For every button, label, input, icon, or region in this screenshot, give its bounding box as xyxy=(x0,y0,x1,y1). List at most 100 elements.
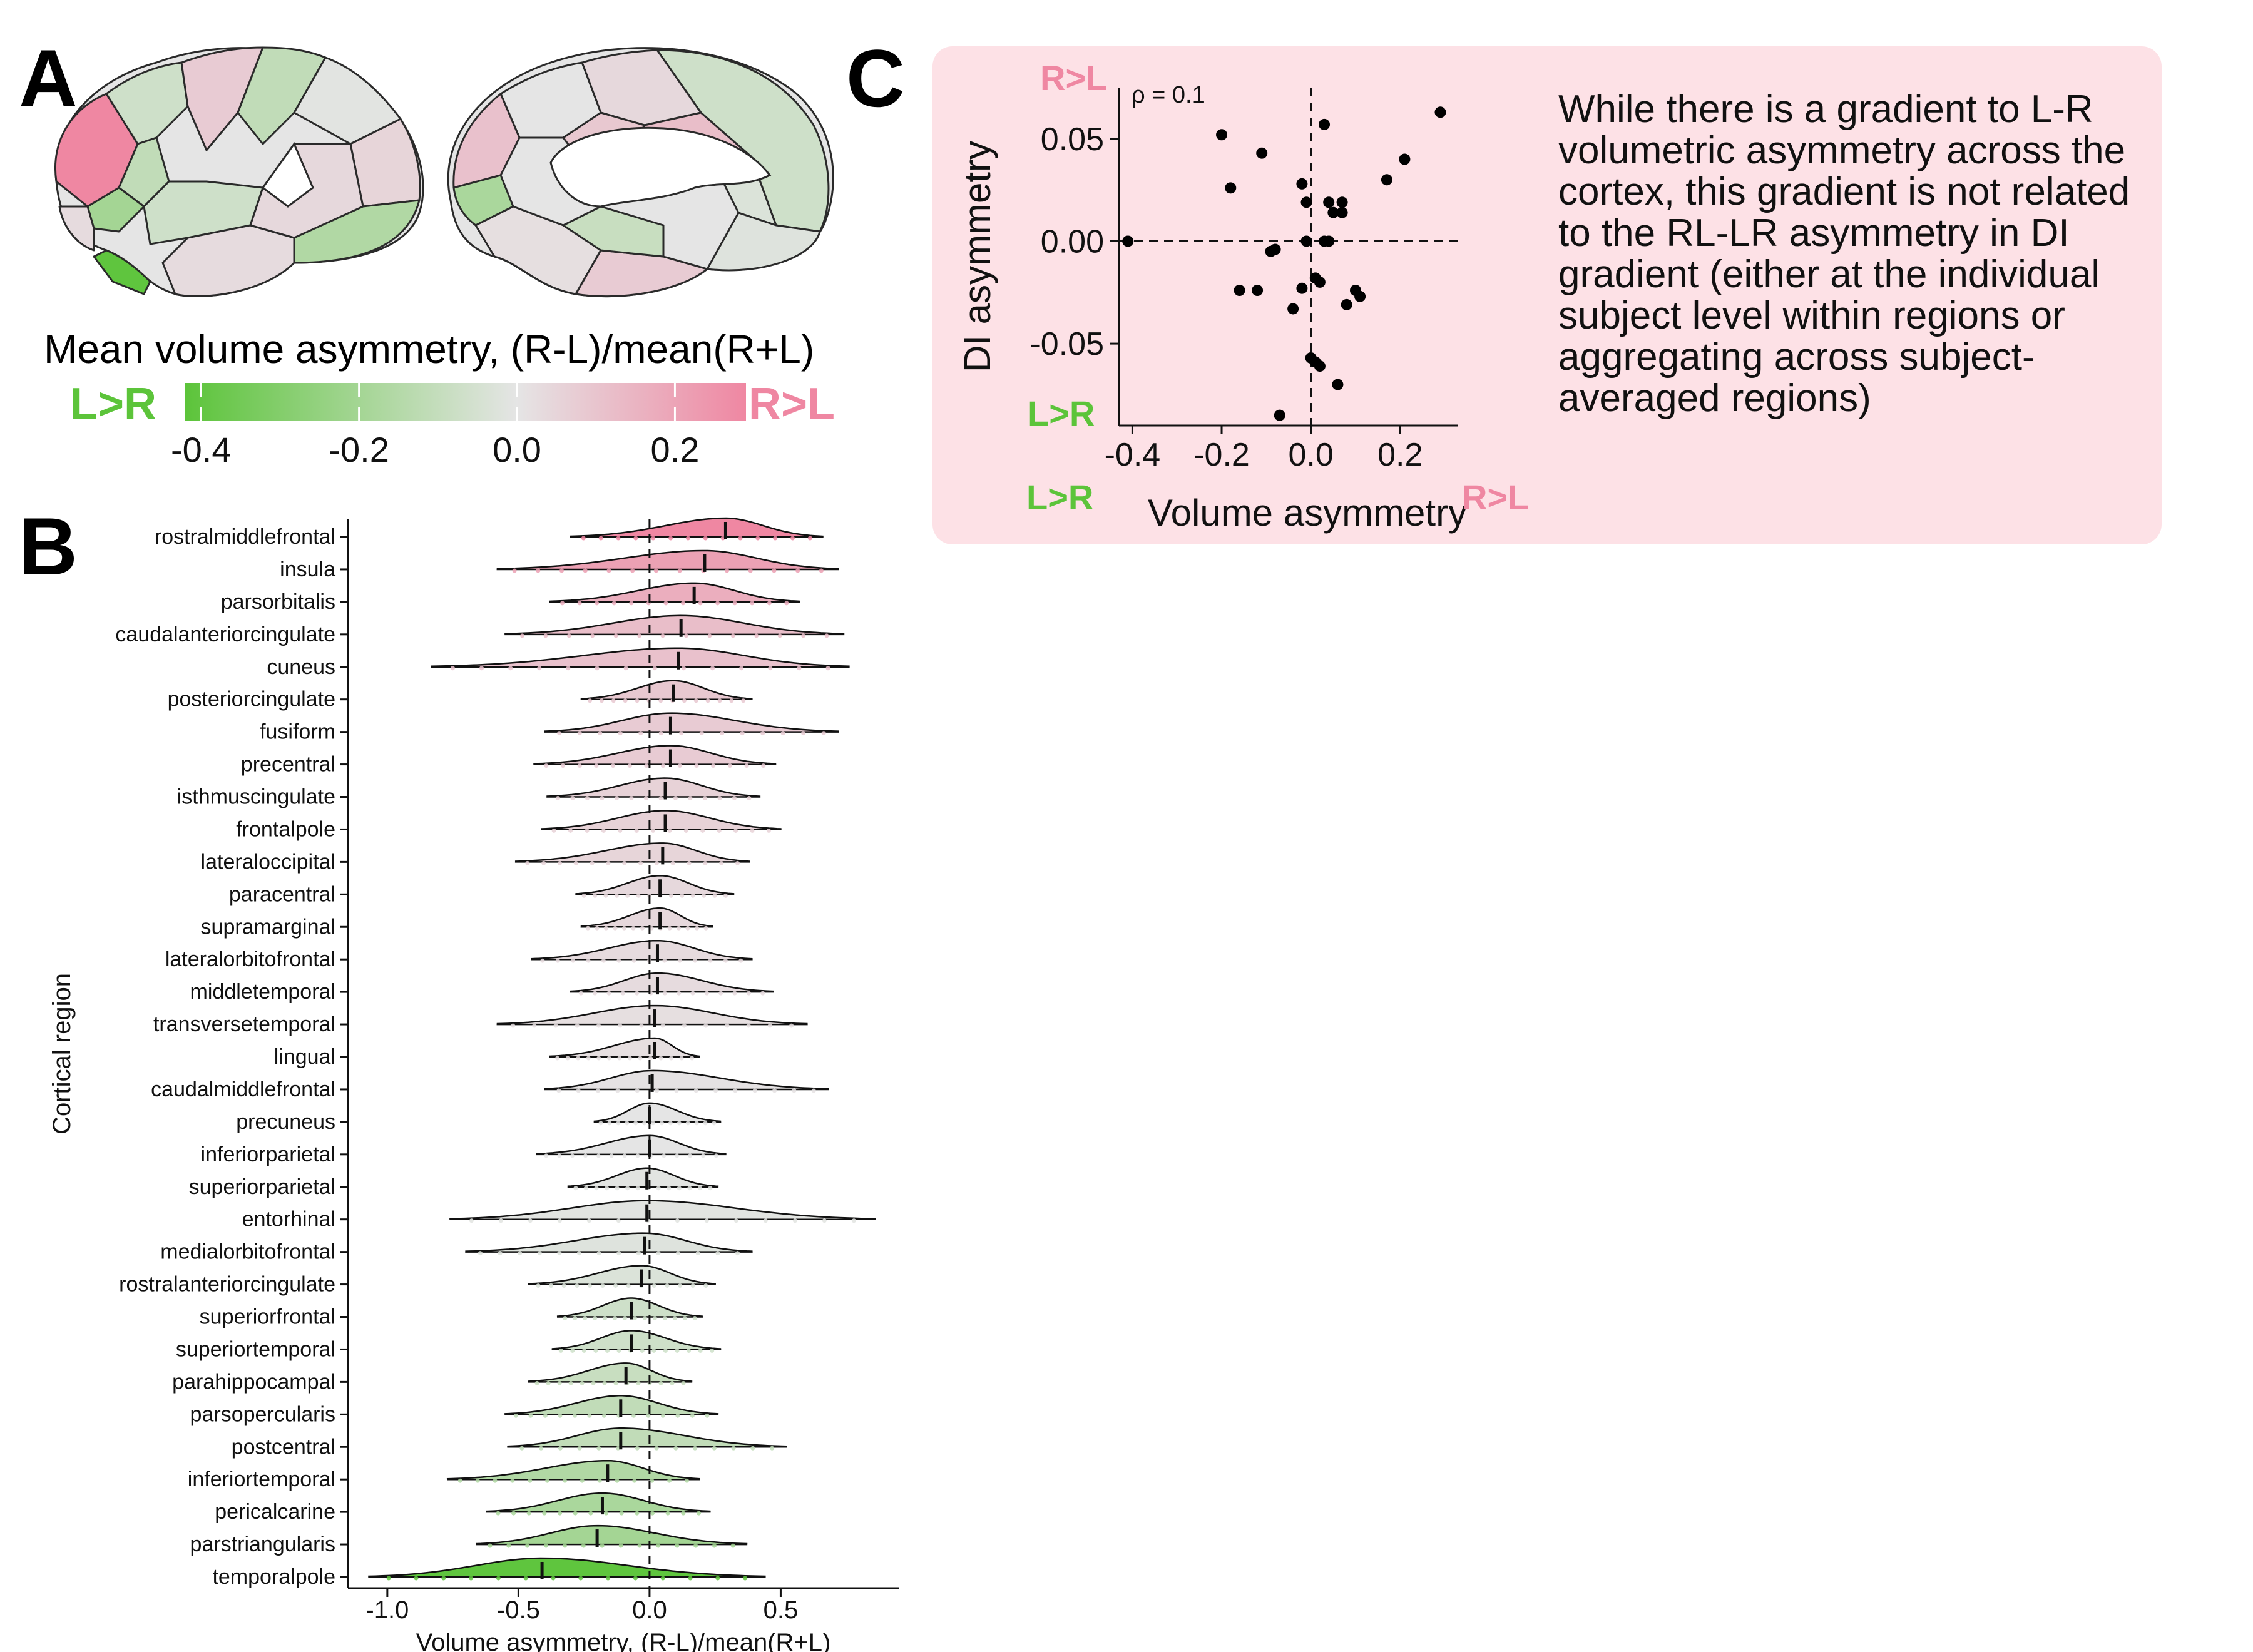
ridge-region-label: superiorparietal xyxy=(189,1175,335,1199)
scatter-x-left-label: L>R xyxy=(1026,477,1093,517)
scatter-point xyxy=(1354,290,1366,302)
ridge-point xyxy=(537,666,542,671)
ridge-point xyxy=(635,1186,640,1191)
ridge-point xyxy=(819,568,824,573)
ridge-point xyxy=(698,601,703,606)
ridge-point xyxy=(570,1153,575,1158)
ridge-density xyxy=(536,1134,727,1156)
ridge-point xyxy=(595,601,600,606)
ridge-point xyxy=(626,1283,631,1288)
ridge-point xyxy=(727,763,732,768)
ridge-density xyxy=(570,972,774,993)
scatter-y-tick-label: -0.05 xyxy=(1029,326,1104,362)
ridge-point xyxy=(732,991,737,996)
scatter-point xyxy=(1216,129,1228,141)
ridge-point xyxy=(600,1543,605,1548)
ridge-point xyxy=(682,1316,687,1320)
ridge-point xyxy=(590,860,595,865)
ridge-point xyxy=(620,991,625,996)
ridge-point xyxy=(660,1576,665,1581)
ridge-point xyxy=(598,536,603,541)
colorbar-tick-label: 0.2 xyxy=(650,430,699,469)
ridge-point xyxy=(662,1153,667,1158)
ridge-point xyxy=(551,1576,556,1581)
ridge-point xyxy=(545,1478,550,1483)
ridge-point xyxy=(653,568,658,573)
ridge-postcentral: postcentral xyxy=(232,1427,787,1459)
ridge-point xyxy=(667,828,672,833)
ridge-point xyxy=(571,958,576,963)
ridge-lateraloccipital: lateraloccipital xyxy=(201,842,750,874)
ridge-point xyxy=(656,1186,661,1191)
ridge-point xyxy=(597,1478,602,1483)
ridge-point xyxy=(602,1380,607,1385)
ridge-point xyxy=(655,1088,660,1093)
ridge-density xyxy=(507,1427,787,1448)
ridge-point xyxy=(633,1576,638,1581)
scatter-point xyxy=(1323,196,1335,208)
scatter-point xyxy=(1252,285,1264,296)
ridge-density xyxy=(486,1492,711,1513)
ridge-region-label: inferiorparietal xyxy=(201,1143,335,1166)
scatter-y-axis-label: DI asymmetry xyxy=(956,141,998,372)
ridge-point xyxy=(790,536,795,541)
ridge-point xyxy=(789,1023,794,1028)
ridge-point xyxy=(678,1283,683,1288)
ridge-point xyxy=(642,1121,647,1126)
ridge-point xyxy=(643,796,648,800)
ridge-point xyxy=(729,698,734,703)
ridge-point xyxy=(665,1283,670,1288)
ridge-point xyxy=(632,1478,637,1483)
ridge-point xyxy=(600,796,605,800)
ridge-x-tick-label: -1.0 xyxy=(365,1596,409,1624)
ridge-point xyxy=(496,1576,501,1581)
ridge-point xyxy=(631,958,636,963)
ridge-region-label: rostralanteriorcingulate xyxy=(119,1273,335,1297)
ridge-point xyxy=(549,1283,554,1288)
ridge-point xyxy=(615,1478,620,1483)
scatter-point xyxy=(1336,196,1348,208)
ridge-point xyxy=(577,763,582,768)
ridge-point xyxy=(723,893,728,898)
ridge-point xyxy=(506,1543,511,1548)
ridge-region-label: pericalcarine xyxy=(215,1500,335,1524)
ridge-point xyxy=(638,860,643,865)
ridge-density xyxy=(514,842,750,863)
ridge-point xyxy=(660,1023,665,1028)
ridge-point xyxy=(712,1121,717,1126)
ridge-point xyxy=(537,1251,542,1256)
scatter-chart: -0.4 -0.2 0.0 0.2 0.05 0.00 -0.05 ρ = 0.1 Volume… xyxy=(956,58,1529,534)
ridge-point xyxy=(558,1348,563,1353)
ridge-point xyxy=(633,1121,638,1126)
ridge-point xyxy=(622,860,627,865)
ridge-point xyxy=(581,893,586,898)
ridge-point xyxy=(616,958,621,963)
ridge-point xyxy=(617,1056,622,1061)
ridge-point xyxy=(703,1121,708,1126)
ridge-point xyxy=(646,1413,651,1418)
ridge-point xyxy=(730,633,735,638)
ridge-point xyxy=(700,1153,705,1158)
ridge-point xyxy=(824,633,829,638)
ridge-x-tick-label: 0.0 xyxy=(632,1596,667,1624)
panel-label-c: C xyxy=(846,33,905,124)
ridge-density xyxy=(533,745,777,765)
ridge-point xyxy=(797,666,802,671)
ridge-density xyxy=(575,875,735,895)
ridge-point xyxy=(733,1088,738,1093)
ridge-region-label: entorhinal xyxy=(242,1208,335,1231)
ridge-point xyxy=(744,763,749,768)
ridge-point xyxy=(665,1511,670,1516)
ridge-point xyxy=(732,601,737,606)
ridge-point xyxy=(672,1316,677,1320)
scatter-y-tick-label: 0.05 xyxy=(1041,121,1104,158)
ridge-region-label: lateralorbitofrontal xyxy=(165,947,335,971)
ridge-point xyxy=(677,568,682,573)
ridge-point xyxy=(493,1478,498,1483)
ridge-point xyxy=(696,1511,701,1516)
ridge-point xyxy=(687,1348,692,1353)
colorbar-ticks: -0.4 -0.2 0.0 0.2 xyxy=(171,383,699,469)
brain-medial-hole xyxy=(549,126,772,208)
ridge-point xyxy=(555,1056,560,1061)
ridge-point xyxy=(746,991,751,996)
